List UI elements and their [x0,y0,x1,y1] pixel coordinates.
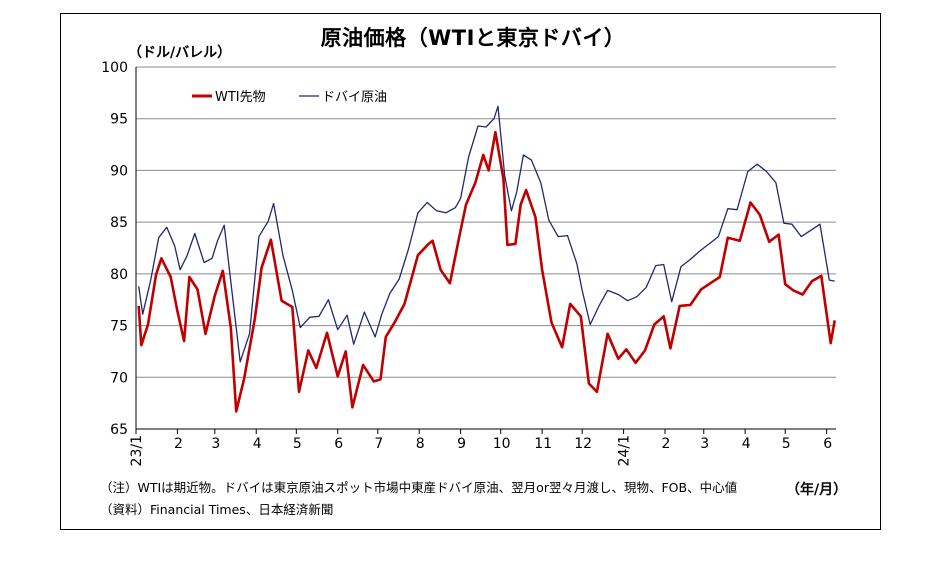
chart-title: 原油価格（WTIと東京ドバイ） [320,26,626,50]
x-tick-label-15: 4 [742,436,751,452]
x-tick-label-17: 6 [823,436,832,452]
footnote-note: （注）WTIは期近物。ドバイは東京原油スポット市場中東産ドバイ原油、翌月or翌々… [100,480,738,495]
x-tick-label-0: 23/1 [129,435,145,466]
legend: WTI先物 ドバイ原油 [192,90,387,105]
x-tick-label-7: 8 [416,436,425,452]
x-tick-label-16: 5 [782,436,791,452]
x-unit-label: （年/月） [786,482,848,498]
x-tick-label-14: 3 [700,436,709,452]
footnote-source: （資料）Financial Times、日本経済新聞 [100,502,334,517]
x-tick-label-13: 2 [662,436,671,452]
y-tick-label-70: 70 [110,370,128,386]
gridlines [136,66,836,430]
series-line-0 [137,130,836,413]
y-tick-label-80: 80 [110,267,128,283]
x-tick-label-10: 11 [534,436,552,452]
x-tick-label-8: 9 [457,436,466,452]
legend-label-1: ドバイ原油 [322,90,387,105]
chart-frame [60,13,881,530]
x-tick-label-11: 12 [574,436,592,452]
series-line-1 [138,105,835,363]
series-lines [137,105,836,413]
y-tick-label-75: 75 [110,319,128,335]
x-tick-label-2: 3 [211,436,220,452]
y-unit-label: （ドル/バレル） [128,45,232,61]
y-tick-label-100: 100 [101,60,128,76]
x-tick-label-4: 5 [293,436,302,452]
y-tick-label-65: 65 [110,422,128,438]
x-tick-label-3: 4 [253,436,262,452]
x-tick-label-6: 7 [374,436,383,452]
y-tick-label-90: 90 [110,163,128,179]
y-tick-label-85: 85 [110,215,128,231]
y-tick-label-95: 95 [110,112,128,128]
legend-label-0: WTI先物 [215,90,266,105]
x-tick-label-12: 24/1 [617,435,633,466]
x-tick-label-5: 6 [334,436,343,452]
x-tick-label-1: 2 [174,436,183,452]
x-tick-label-9: 10 [493,436,511,452]
